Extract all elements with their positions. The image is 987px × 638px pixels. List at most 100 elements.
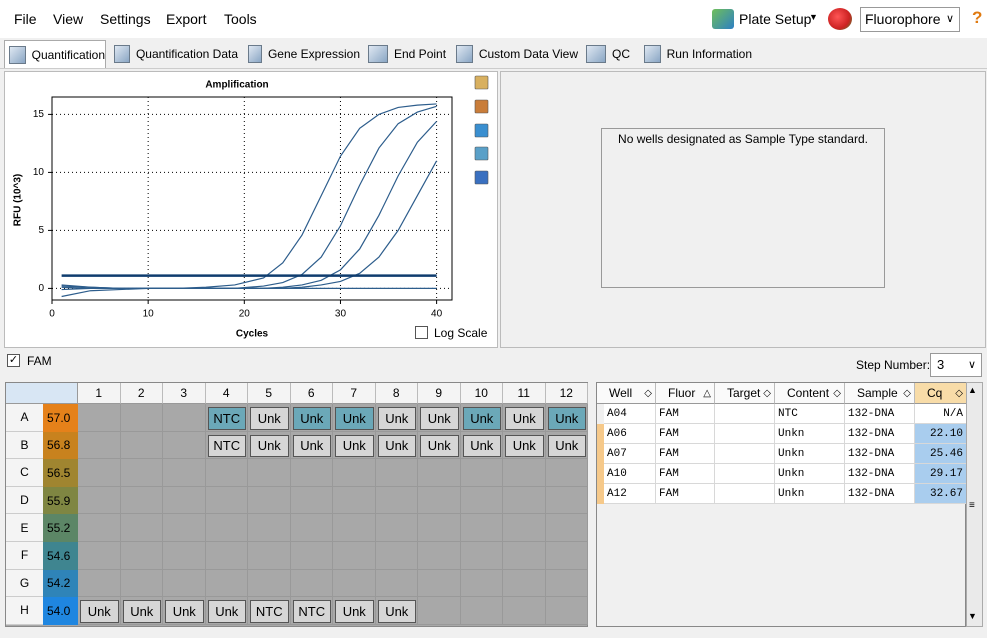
table-cell: FAM	[656, 484, 715, 504]
tab[interactable]: Quantification	[4, 40, 106, 68]
well-cell	[78, 431, 121, 460]
well[interactable]: Unk	[462, 434, 501, 458]
column-header[interactable]: 10	[460, 383, 503, 404]
step-number-select[interactable]: 3 ∨	[930, 353, 982, 377]
well[interactable]: NTC	[207, 407, 246, 430]
well-cell	[78, 569, 121, 598]
menu-item[interactable]: Tools	[224, 11, 257, 27]
well[interactable]: Unk	[420, 434, 459, 458]
row-header[interactable]: E	[6, 514, 43, 542]
well[interactable]: Unk	[335, 407, 374, 430]
column-header[interactable]: 1	[78, 383, 121, 404]
tool-icon[interactable]	[474, 75, 489, 90]
scrollbar[interactable]: ▲ ≡ ▼	[966, 382, 983, 627]
tool-icon[interactable]	[474, 170, 489, 185]
row-header[interactable]: H	[6, 597, 43, 625]
x-tick-label: 10	[143, 309, 155, 320]
column-header[interactable]: 9	[418, 383, 461, 404]
column-header[interactable]: 4	[205, 383, 248, 404]
tab[interactable]: Run Information	[640, 40, 752, 68]
sort-icon[interactable]: ◇	[955, 387, 963, 399]
sort-icon[interactable]: ◇	[903, 387, 911, 399]
column-header[interactable]: 6	[290, 383, 333, 404]
well[interactable]: Unk	[292, 407, 331, 430]
tool-icon[interactable]	[474, 123, 489, 138]
fluorophore-select[interactable]: Fluorophore ∨	[860, 7, 960, 32]
well[interactable]: NTC	[207, 434, 246, 458]
well[interactable]: Unk	[335, 434, 374, 458]
well[interactable]: Unk	[122, 600, 161, 623]
row-header[interactable]: C	[6, 459, 43, 487]
tab[interactable]: End Point	[364, 40, 449, 68]
table-header[interactable]: Fluor △	[656, 383, 715, 404]
well[interactable]: Unk	[547, 407, 586, 430]
tab[interactable]: Quantification Data	[110, 40, 238, 68]
column-header[interactable]: 7	[333, 383, 376, 404]
well[interactable]: Unk	[377, 407, 416, 430]
scroll-up[interactable]: ▲	[968, 385, 977, 395]
tool-icon[interactable]	[474, 99, 489, 114]
table-header[interactable]: Well ◇	[597, 383, 656, 404]
fam-checkbox[interactable]: ✓	[7, 354, 20, 367]
tab[interactable]: QC	[582, 40, 636, 68]
log-scale-checkbox[interactable]	[415, 326, 428, 339]
well[interactable]: Unk	[377, 434, 416, 458]
well[interactable]: Unk	[377, 600, 416, 623]
row-header[interactable]: B	[6, 431, 43, 460]
scroll-down[interactable]: ▼	[968, 611, 977, 621]
sort-icon[interactable]: ◇	[833, 387, 841, 399]
row-header[interactable]: F	[6, 542, 43, 570]
column-header[interactable]: 3	[163, 383, 206, 404]
well[interactable]: Unk	[505, 407, 544, 430]
well[interactable]: Unk	[250, 407, 289, 430]
table-header[interactable]: Target ◇	[715, 383, 775, 404]
well[interactable]: Unk	[505, 434, 544, 458]
color-icon[interactable]	[828, 8, 852, 30]
log-scale-label[interactable]: Log Scale	[434, 326, 488, 340]
well[interactable]: Unk	[250, 434, 289, 458]
row-header[interactable]: G	[6, 569, 43, 598]
well[interactable]: Unk	[165, 600, 204, 623]
well[interactable]: Unk	[292, 434, 331, 458]
well[interactable]: Unk	[462, 407, 501, 430]
tab-label: Quantification Data	[135, 47, 238, 61]
well[interactable]: Unk	[420, 407, 459, 430]
well[interactable]: Unk	[335, 600, 374, 623]
column-header[interactable]: 8	[375, 383, 418, 404]
row-header[interactable]: D	[6, 486, 43, 515]
tab[interactable]: Custom Data View	[452, 40, 578, 68]
sort-icon[interactable]: ◇	[644, 387, 652, 399]
column-header[interactable]: 5	[248, 383, 291, 404]
tool-icon[interactable]	[474, 146, 489, 161]
menu-item[interactable]: View	[53, 11, 84, 27]
table-header[interactable]: Content ◇	[775, 383, 845, 404]
well[interactable]: Unk	[207, 600, 246, 623]
tab-label: QC	[612, 47, 630, 61]
table-header[interactable]: Cq ◇	[915, 383, 967, 404]
well[interactable]: NTC	[292, 600, 331, 623]
well-cell	[290, 514, 333, 542]
scroll-grip: ≡	[969, 500, 975, 511]
dropdown-arrow[interactable]: ▼	[809, 12, 818, 22]
well[interactable]: NTC	[250, 600, 289, 623]
plate-setup-button[interactable]: Plate Setup	[739, 11, 812, 27]
column-header[interactable]: 2	[120, 383, 163, 404]
sort-icon[interactable]: ◇	[763, 387, 771, 399]
table-header[interactable]: Sample ◇	[845, 383, 915, 404]
well[interactable]: Unk	[547, 434, 586, 458]
fam-label[interactable]: FAM	[27, 354, 52, 368]
table-cell: 132-DNA	[845, 444, 915, 464]
row-header[interactable]: A	[6, 404, 43, 432]
column-header[interactable]: 11	[503, 383, 546, 404]
well[interactable]: Unk	[80, 600, 119, 623]
row-marker	[597, 424, 604, 444]
plate-icon[interactable]	[712, 9, 734, 29]
tab[interactable]: Gene Expression	[244, 40, 360, 68]
menu-item[interactable]: Export	[166, 11, 207, 27]
menu-item[interactable]: File	[14, 11, 37, 27]
menu-item[interactable]: Settings	[100, 11, 151, 27]
well-cell	[163, 404, 206, 432]
sort-icon[interactable]: △	[703, 387, 711, 399]
help-button[interactable]: ?	[972, 8, 983, 27]
column-header[interactable]: 12	[545, 383, 588, 404]
